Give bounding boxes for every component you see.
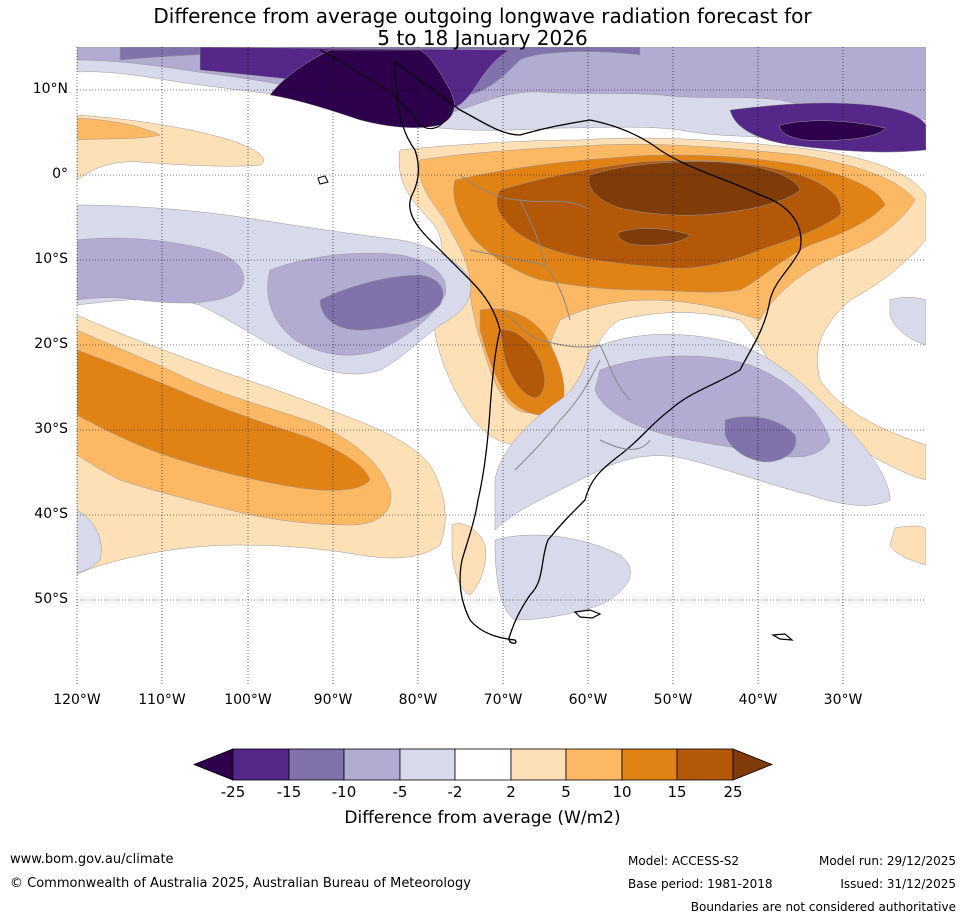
footer-issued: Issued: 31/12/2025 (840, 877, 956, 891)
colorbar-swatch (676, 748, 734, 781)
lat-label: 50°S (34, 591, 68, 607)
region-minus25-east (779, 120, 886, 141)
footer-base-period: Base period: 1981-2018 (628, 877, 773, 891)
lat-label: 40°S (34, 506, 68, 522)
footer-url[interactable]: www.bom.gov.au/climate (10, 852, 174, 867)
colorbar-tick: -10 (331, 783, 357, 801)
colorbar-tick: 15 (667, 783, 687, 801)
colorbar-swatch (454, 748, 512, 781)
region-minus5-pacific-w (77, 237, 244, 304)
lon-label: 40°W (738, 692, 778, 708)
region-minus2-east (889, 297, 926, 346)
falkland-islands (573, 609, 602, 619)
lon-label: 30°W (823, 692, 863, 708)
colorbar-tick: 2 (506, 783, 516, 801)
colorbar-tick: -5 (392, 783, 408, 801)
colorbar-tick: -2 (447, 783, 463, 801)
lat-label: 0° (52, 166, 68, 182)
colorbar-tick: -25 (220, 783, 246, 801)
footer-copyright: © Commonwealth of Australia 2025, Austra… (10, 876, 471, 891)
region-minus10-atlantic (724, 416, 797, 463)
central-america-outline (319, 49, 446, 130)
footer-disclaimer: Boundaries are not considered authoritat… (690, 900, 956, 914)
lon-label: 110°W (138, 692, 186, 708)
lon-label: 80°W (398, 692, 438, 708)
region-minus2-patagonia (494, 534, 631, 621)
footer-model: Model: ACCESS-S2 (628, 854, 740, 868)
footer-model-run: Model run: 29/12/2025 (818, 854, 956, 868)
colorbar-swatch (565, 748, 623, 781)
lon-label: 120°W (53, 692, 101, 708)
country-borders (459, 174, 651, 471)
region-plus25-brazil-b (617, 228, 691, 246)
colorbar-swatch (343, 748, 401, 781)
colorbar-arrow-low (192, 748, 234, 781)
colorbar-tick: -15 (276, 783, 302, 801)
region-minus2-sw (77, 509, 102, 574)
map-title-line2: 5 to 18 January 2026 (377, 26, 588, 50)
region-plus15-chaco (499, 329, 545, 399)
graticule (76, 47, 926, 685)
lon-label: 90°W (313, 692, 353, 708)
lon-label: 100°W (224, 692, 272, 708)
colorbar-tick: 10 (612, 783, 632, 801)
colorbar-swatch (399, 748, 456, 781)
lon-label: 70°W (483, 692, 523, 708)
lat-label: 10°S (34, 251, 68, 267)
colorbar-swatch (288, 748, 345, 781)
colorbar-swatch (510, 748, 567, 781)
colorbar-arrow-high (732, 748, 774, 781)
lon-label: 60°W (568, 692, 608, 708)
lat-label: 30°S (34, 421, 68, 437)
lat-label: 10°N (32, 81, 68, 97)
lat-label: 20°S (34, 336, 68, 352)
colorbar-swatch (232, 748, 290, 781)
colorbar-tick: 5 (561, 783, 571, 801)
region-plus2-se (889, 525, 926, 566)
south-america-outline (394, 60, 802, 644)
colorbar-tick: 25 (723, 783, 743, 801)
region-plus10-pacific (77, 349, 371, 491)
colorbar-title: Difference from average (W/m2) (344, 808, 621, 828)
colorbar-swatch (621, 748, 678, 781)
colorbar (192, 748, 774, 781)
lon-label: 50°W (653, 692, 693, 708)
galapagos (317, 175, 329, 185)
south-georgia (771, 633, 794, 641)
region-plus5-west (77, 117, 161, 141)
region-minus10-pacific (319, 274, 444, 331)
map-title-line1: Difference from average outgoing longwav… (153, 4, 812, 28)
